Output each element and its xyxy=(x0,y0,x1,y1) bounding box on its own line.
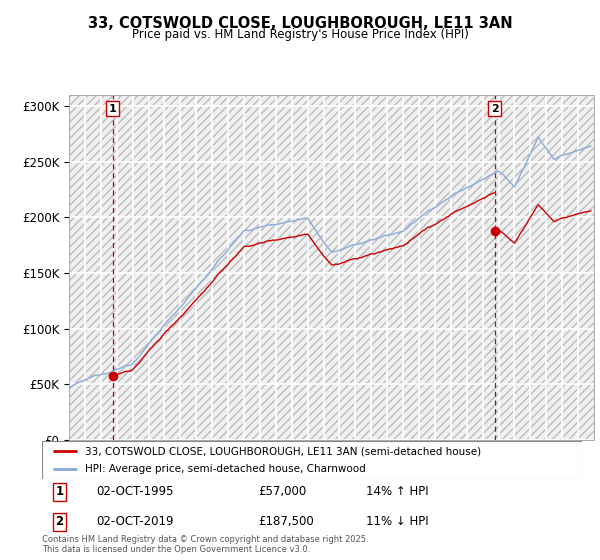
Text: 1: 1 xyxy=(56,486,64,498)
Text: 02-OCT-1995: 02-OCT-1995 xyxy=(96,486,173,498)
Text: 33, COTSWOLD CLOSE, LOUGHBOROUGH, LE11 3AN: 33, COTSWOLD CLOSE, LOUGHBOROUGH, LE11 3… xyxy=(88,16,512,31)
Text: 33, COTSWOLD CLOSE, LOUGHBOROUGH, LE11 3AN (semi-detached house): 33, COTSWOLD CLOSE, LOUGHBOROUGH, LE11 3… xyxy=(85,446,481,456)
Text: £57,000: £57,000 xyxy=(258,486,306,498)
Text: 11% ↓ HPI: 11% ↓ HPI xyxy=(366,515,428,528)
Text: Contains HM Land Registry data © Crown copyright and database right 2025.
This d: Contains HM Land Registry data © Crown c… xyxy=(42,535,368,554)
Text: Price paid vs. HM Land Registry's House Price Index (HPI): Price paid vs. HM Land Registry's House … xyxy=(131,28,469,41)
Text: 14% ↑ HPI: 14% ↑ HPI xyxy=(366,486,428,498)
Text: 1: 1 xyxy=(109,104,116,114)
Text: 2: 2 xyxy=(491,104,499,114)
Bar xyxy=(69,95,594,440)
Text: £187,500: £187,500 xyxy=(258,515,314,528)
Text: HPI: Average price, semi-detached house, Charnwood: HPI: Average price, semi-detached house,… xyxy=(85,464,366,474)
Text: 02-OCT-2019: 02-OCT-2019 xyxy=(96,515,173,528)
Text: 2: 2 xyxy=(56,515,64,528)
